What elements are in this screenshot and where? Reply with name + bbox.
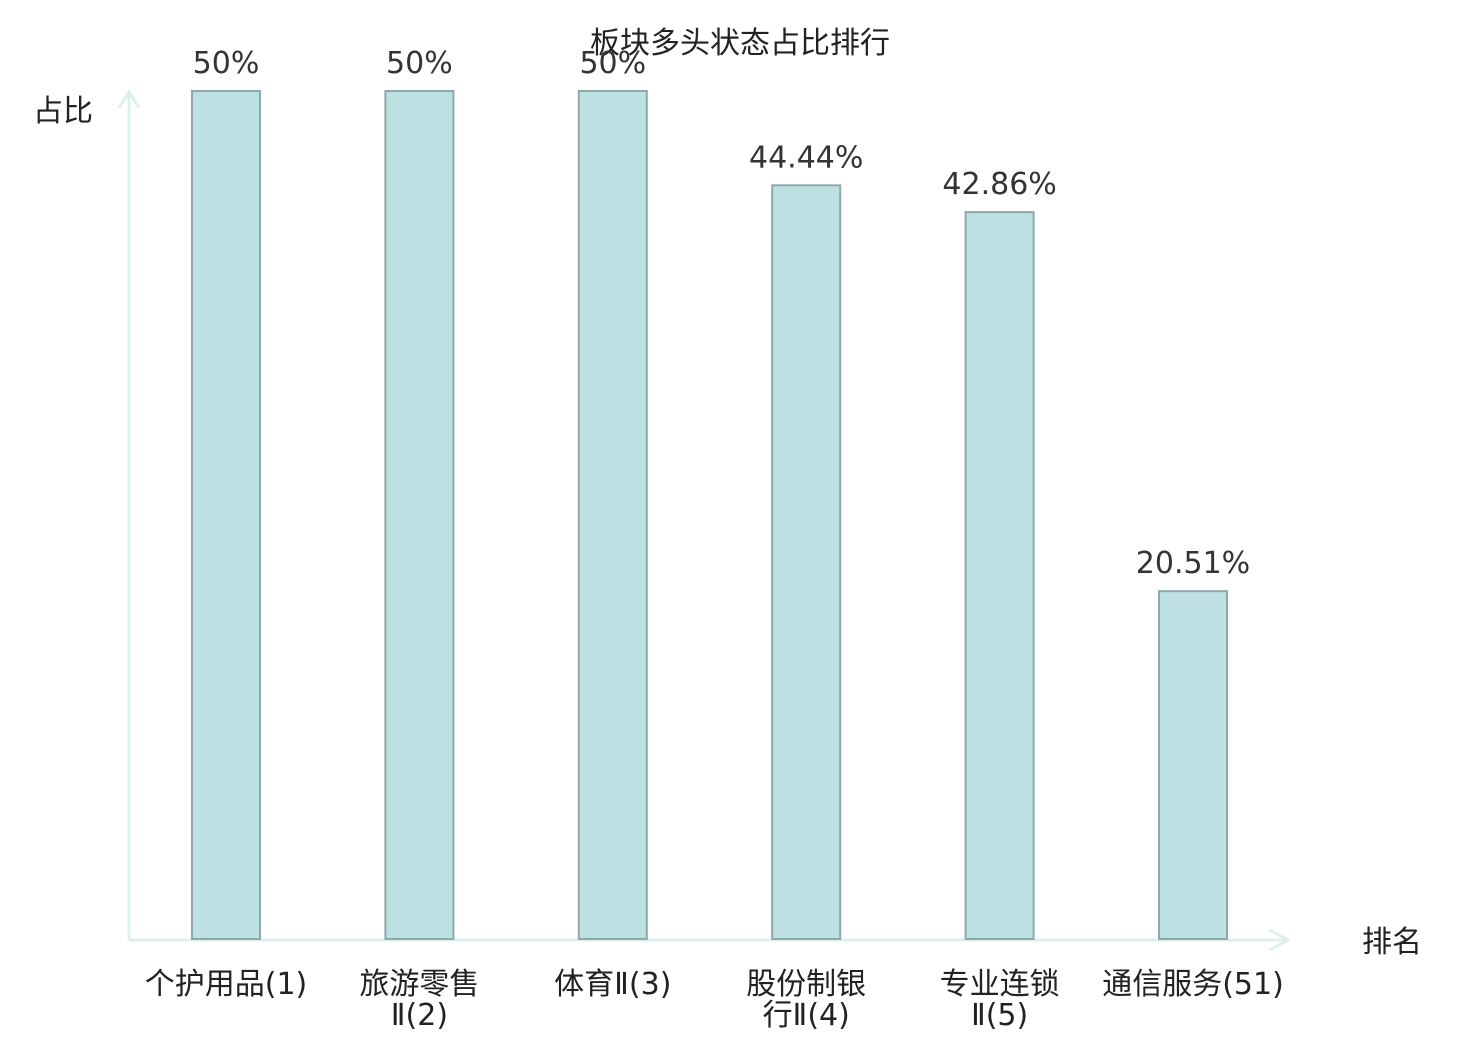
x-axis bbox=[129, 928, 1292, 952]
chart-title: 板块多头状态占比排行 bbox=[590, 26, 890, 61]
x-tick-label: 体育Ⅱ(3) bbox=[554, 967, 671, 1002]
bar bbox=[1158, 590, 1228, 940]
x-tick-label: 个护用品(1) bbox=[145, 967, 308, 1002]
bar-value-label: 50% bbox=[193, 46, 260, 81]
y-axis bbox=[117, 89, 141, 940]
bar bbox=[964, 211, 1035, 941]
x-tick-label: 旅游零售 bbox=[359, 967, 479, 1002]
x-tick-label: Ⅱ(2) bbox=[391, 998, 448, 1033]
bar-value-label: 20.51% bbox=[1136, 546, 1250, 581]
bar-value-label: 50% bbox=[386, 46, 453, 81]
x-tick-label: 行Ⅱ(4) bbox=[763, 998, 850, 1033]
bar-value-label: 44.44% bbox=[749, 140, 863, 175]
bar bbox=[384, 90, 455, 940]
x-tick-label: 股份制银 bbox=[746, 967, 866, 1002]
y-axis-label: 占比 bbox=[33, 94, 93, 129]
x-tick-label: 专业连锁 bbox=[940, 967, 1060, 1002]
bars-group bbox=[191, 90, 1228, 941]
x-tick-label: 通信服务(51) bbox=[1102, 967, 1284, 1002]
x-axis-label: 排名 bbox=[1362, 925, 1422, 960]
bar bbox=[191, 90, 261, 940]
x-tick-label: Ⅱ(5) bbox=[971, 998, 1028, 1033]
value-labels-group: 50% 50% 50% 44.44% 42.86% 20.51% bbox=[193, 46, 1251, 581]
bar bbox=[771, 184, 842, 941]
bar bbox=[577, 90, 648, 940]
bar-value-label: 50% bbox=[579, 46, 646, 81]
bar-value-label: 42.86% bbox=[942, 167, 1056, 202]
